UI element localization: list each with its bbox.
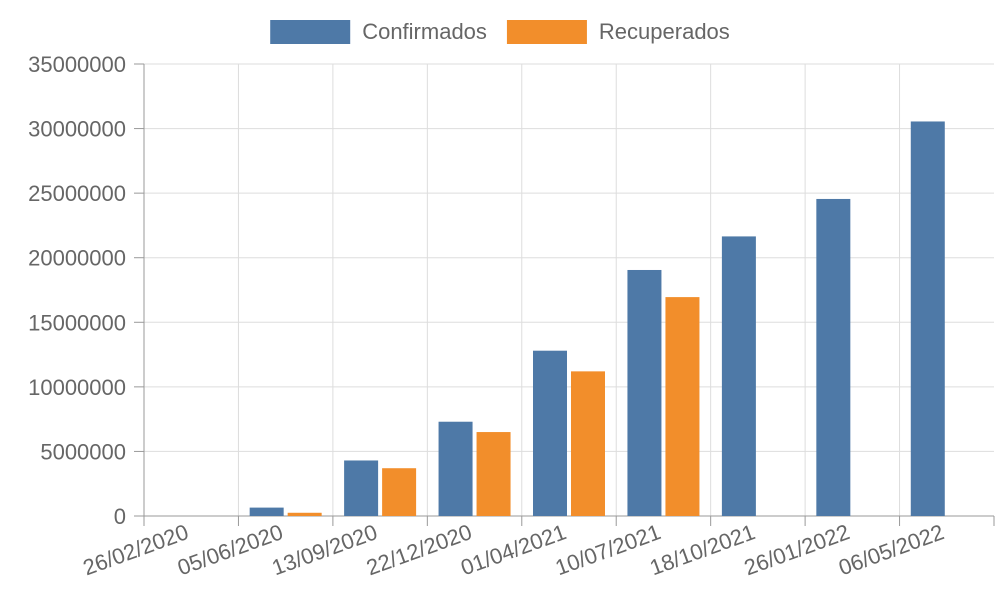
x-tick-label: 05/06/2020 (174, 519, 286, 580)
legend-swatch-recuperados (506, 20, 587, 44)
bar-confirmados-8 (910, 121, 945, 517)
bar-recuperados-1 (287, 512, 322, 516)
bar-confirmados-7 (816, 198, 851, 516)
y-tick-label: 35000000 (28, 52, 126, 77)
y-tick-label: 15000000 (28, 310, 126, 335)
x-tick-label: 18/10/2021 (646, 519, 758, 580)
y-tick-label: 5000000 (40, 439, 126, 464)
bar-recuperados-4 (571, 371, 605, 516)
axes (134, 63, 995, 526)
legend-label-confirmados: Confirmados (362, 19, 487, 44)
legend-label-recuperados: Recuperados (599, 19, 730, 44)
x-tick-label: 13/09/2020 (269, 519, 381, 580)
x-tick-labels: 26/02/202005/06/202013/09/202022/12/2020… (80, 519, 948, 580)
bars (249, 121, 945, 517)
y-tick-label: 30000000 (28, 117, 126, 142)
y-tick-label: 20000000 (28, 246, 126, 271)
y-tick-label: 0 (114, 504, 126, 529)
x-tick-label: 06/05/2022 (835, 519, 947, 580)
grid (144, 63, 994, 516)
bar-recuperados-2 (382, 468, 417, 516)
bar-recuperados-3 (476, 432, 511, 516)
legend: Confirmados Recuperados (270, 19, 730, 44)
bar-confirmados-5 (627, 269, 662, 516)
bar-recuperados-5 (665, 297, 700, 516)
bar-confirmados-4 (533, 350, 567, 516)
y-tick-label: 10000000 (28, 375, 126, 400)
y-tick-labels: 0 5000000 10000000 15000000 20000000 25000000… (28, 52, 126, 529)
x-tick-label: 10/07/2021 (552, 519, 664, 580)
bar-confirmados-2 (344, 460, 379, 516)
x-tick-label: 22/12/2020 (363, 519, 475, 580)
y-tick-label: 25000000 (28, 181, 126, 206)
bar-confirmados-3 (438, 421, 473, 516)
bar-confirmados-1 (249, 507, 284, 516)
x-tick-label: 26/01/2022 (741, 519, 853, 580)
x-tick-label: 26/02/2020 (80, 519, 192, 580)
legend-swatch-confirmados (270, 20, 351, 44)
bar-confirmados-6 (721, 236, 756, 517)
x-tick-label: 01/04/2021 (457, 519, 569, 580)
